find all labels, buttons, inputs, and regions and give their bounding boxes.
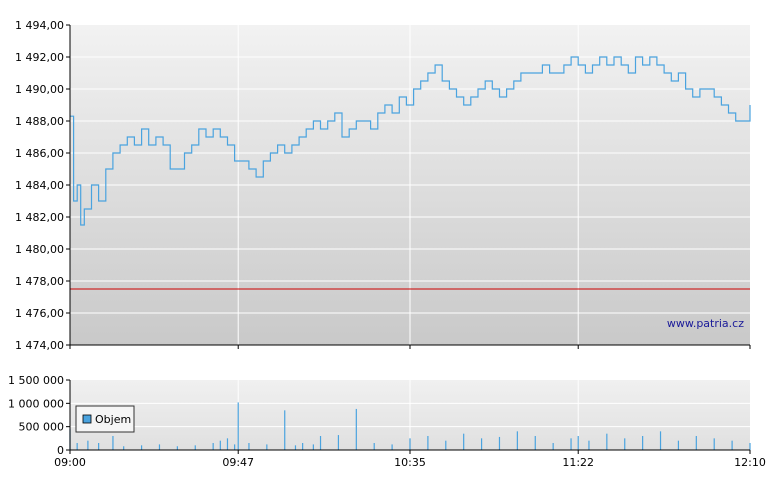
price-y-tick-label: 1 490,00 [15, 83, 64, 96]
volume-x-tick-label: 10:35 [394, 456, 426, 469]
price-y-tick-label: 1 492,00 [15, 51, 64, 64]
legend-swatch [82, 414, 92, 424]
price-series-line [70, 56, 751, 226]
price-y-tick-label: 1 476,00 [15, 307, 64, 320]
volume-y-tick-label: 1 000 000 [8, 397, 64, 410]
price-y-tick-label: 1 488,00 [15, 115, 64, 128]
volume-x-axis-ticks: 09:00 09:47 10:35 11:22 12:10 [54, 450, 766, 469]
price-y-axis: 1 494,00 1 492,00 1 490,00 1 488,00 1 486,00… [15, 19, 751, 352]
price-y-tick-label: 1 474,00 [15, 339, 64, 352]
volume-x-tick-label: 09:47 [222, 456, 254, 469]
price-y-tick-label: 1 480,00 [15, 243, 64, 256]
volume-y-tick-label: 500 000 [19, 421, 65, 434]
volume-y-tick-label: 0 [57, 444, 64, 457]
volume-x-tick-label: 11:22 [562, 456, 594, 469]
volume-bars [69, 402, 751, 450]
volume-x-tick-label: 09:00 [54, 456, 86, 469]
volume-y-tick-label: 1 500 000 [8, 374, 64, 387]
price-y-tick-label: 1 482,00 [15, 211, 64, 224]
volume-x-tick-label: 12:10 [734, 456, 766, 469]
price-y-tick-label: 1 486,00 [15, 147, 64, 160]
price-y-tick-label: 1 478,00 [15, 275, 64, 288]
price-y-tick-label: 1 494,00 [15, 19, 64, 32]
volume-y-axis: 1 500 000 1 000 000 500 000 0 [8, 374, 70, 457]
price-y-tick-label: 1 484,00 [15, 179, 64, 192]
watermark-text: www.patria.cz [667, 317, 744, 330]
price-gridlines [70, 25, 750, 345]
volume-legend: Objem [75, 405, 135, 433]
legend-label: Objem [95, 413, 131, 426]
